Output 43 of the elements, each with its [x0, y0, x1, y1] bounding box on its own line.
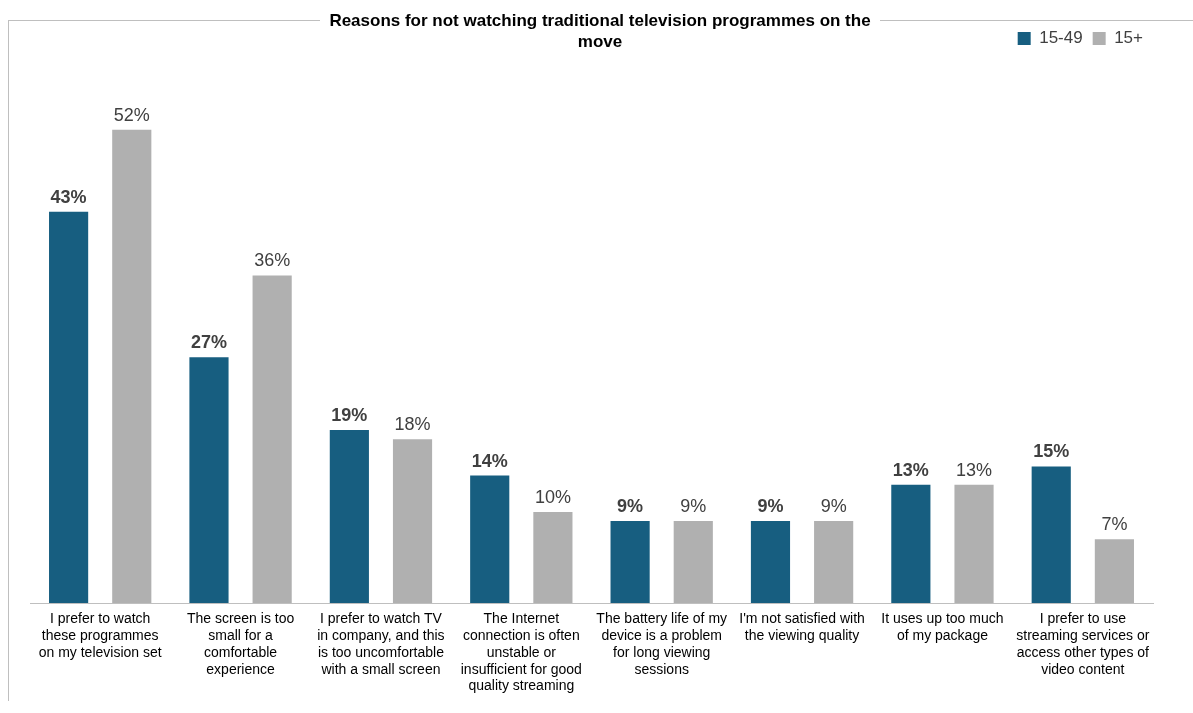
- bar: [814, 521, 854, 603]
- data-label: 9%: [820, 496, 847, 517]
- legend-label: 15+: [1114, 28, 1144, 48]
- data-label: 43%: [50, 186, 87, 207]
- data-label: 13%: [956, 459, 993, 480]
- bar: [189, 357, 229, 603]
- x-tick-label: I'm not satisfied with the viewing quality: [739, 610, 865, 644]
- x-tick-label: The screen is too small for a comfortable experience: [186, 610, 295, 677]
- data-label: 36%: [254, 250, 291, 271]
- x-tick-label: I prefer to watch TV in company, and this is too uncomfortable with a small screen: [317, 610, 445, 677]
- data-label: 14%: [471, 450, 508, 471]
- bar: [112, 129, 152, 603]
- x-tick-label: It uses up too much of my package: [881, 610, 1004, 644]
- data-label: 27%: [190, 332, 227, 353]
- x-tick-label: I prefer to watch these programmes on my television set: [38, 610, 162, 660]
- data-label: 9%: [757, 496, 784, 517]
- bar: [673, 521, 713, 603]
- bar: [891, 484, 931, 603]
- data-label: 7%: [1101, 514, 1128, 535]
- data-label: 9%: [617, 496, 644, 517]
- bar: [49, 211, 89, 603]
- data-label: 13%: [892, 459, 929, 480]
- bar: [470, 475, 510, 603]
- legend-label: 15-49: [1039, 28, 1083, 48]
- bar: [533, 512, 573, 603]
- x-tick-label: The battery life of my device is a problem for long viewing sessions: [596, 610, 728, 677]
- data-label: 18%: [394, 414, 431, 435]
- x-tick-label: I prefer to use streaming services or access other types of video content: [1016, 610, 1150, 677]
- bar: [1094, 539, 1134, 603]
- bar: [954, 484, 994, 603]
- bar: [329, 430, 369, 603]
- bar: [392, 439, 433, 603]
- bar: [252, 275, 292, 603]
- data-label: 52%: [113, 104, 150, 125]
- bar: [750, 521, 791, 603]
- bar: [610, 521, 650, 603]
- data-label: 9%: [680, 496, 707, 517]
- data-label: 15%: [1033, 441, 1070, 462]
- data-label: 19%: [331, 405, 368, 426]
- bar: [1031, 466, 1071, 603]
- data-label: 10%: [534, 486, 571, 507]
- x-tick-label: The Internet connection is often unstable or insufficient for good quality streaming: [460, 610, 582, 694]
- chart-title: Reasons for not watching traditional television programmes on the move: [320, 10, 880, 52]
